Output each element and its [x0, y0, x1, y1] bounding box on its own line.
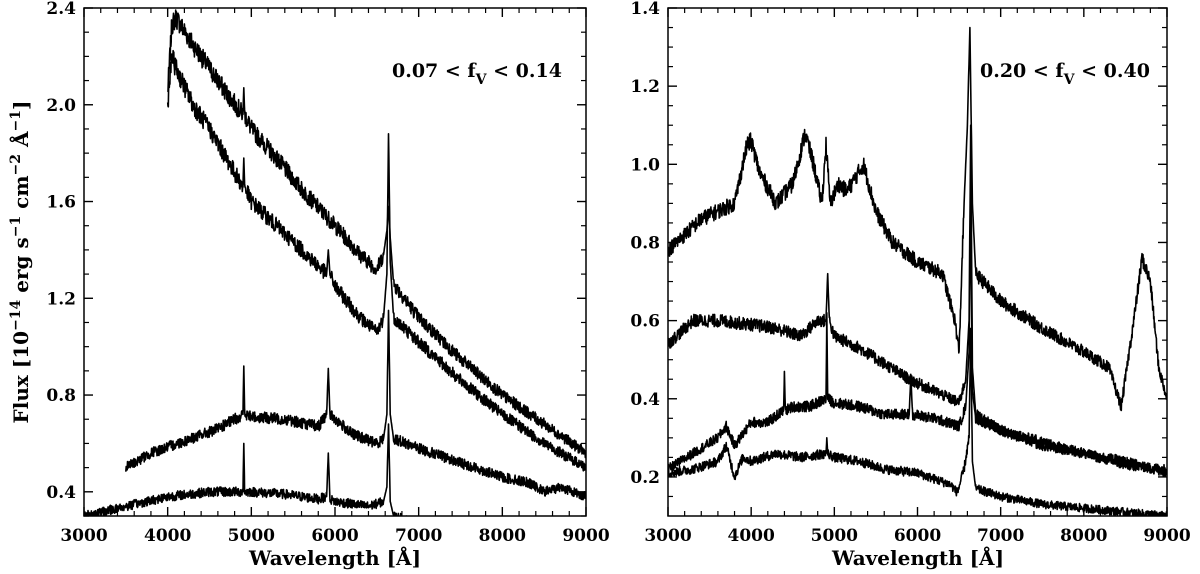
left-x-tick-label: 9000: [562, 526, 609, 546]
left-x-ticks: 3000 4000 5000 6000 7000 8000 9000: [60, 8, 610, 546]
right-series-2: [668, 124, 1167, 477]
right-y-tick-label: 0.2: [630, 468, 660, 488]
left-x-tick-label: 5000: [228, 526, 275, 546]
left-series-4: [84, 423, 408, 516]
left-y-tick-label: 2.4: [46, 0, 76, 19]
right-x-ticks: 3000 4000 5000 6000 7000 8000 9000: [644, 8, 1191, 546]
right-y-tick-label: 1.0: [630, 155, 660, 175]
right-x-tick-label: 8000: [1060, 526, 1107, 546]
left-x-tick-label: 8000: [479, 526, 526, 546]
left-series-3: [125, 309, 586, 501]
left-series-1: [167, 9, 586, 459]
left-x-tick-label: 3000: [60, 526, 107, 546]
right-x-tick-label: 7000: [977, 526, 1024, 546]
left-y-tick-label: 0.4: [46, 483, 76, 503]
right-panel: 3000 4000 5000 6000 7000 8000 9000 0.20.40.60.…: [630, 0, 1190, 570]
left-x-tick-label: 7000: [395, 526, 442, 546]
right-series-1: [668, 26, 1167, 412]
right-x-tick-label: 3000: [644, 526, 691, 546]
right-series-3: [668, 202, 1167, 475]
y-axis-title: Flux [10−14 erg s−1 cm−2 Å−1]: [8, 101, 33, 424]
right-annotation: 0.20 < fV < 0.40: [980, 60, 1150, 88]
left-y-tick-label: 2.0: [46, 96, 76, 116]
right-x-tick-label: 6000: [894, 526, 941, 546]
left-y-ticks: 0.4 0.8 1.2 1.6 2.0 2.4: [46, 0, 586, 517]
left-y-tick-label: 1.2: [46, 289, 76, 309]
left-plot-frame: [83, 7, 587, 517]
left-x-axis-title: Wavelength [Å]: [248, 546, 421, 570]
right-y-tick-label: 1.4: [630, 0, 660, 19]
right-y-tick-label: 0.4: [630, 390, 660, 410]
right-y-tick-label: 0.8: [630, 233, 660, 253]
left-series-group: [84, 9, 586, 516]
right-series-group: [668, 26, 1167, 516]
left-y-tick-label: 1.6: [46, 193, 76, 213]
right-x-tick-label: 4000: [728, 526, 775, 546]
right-y-tick-label: 0.6: [630, 312, 660, 332]
left-x-tick-label: 4000: [144, 526, 191, 546]
right-x-tick-label: 5000: [811, 526, 858, 546]
left-annotation: 0.07 < fV < 0.14: [392, 60, 562, 88]
right-x-tick-label: 9000: [1143, 526, 1190, 546]
left-y-tick-label: 0.8: [46, 386, 76, 406]
right-x-axis-title: Wavelength [Å]: [831, 546, 1004, 570]
left-x-tick-label: 6000: [311, 526, 358, 546]
left-series-2: [166, 49, 586, 472]
right-y-ticks: 0.2 0.4 0.6 0.8 1.0 1.2 1.4: [630, 0, 1167, 498]
right-y-tick-label: 1.2: [630, 77, 660, 97]
left-panel: 3000 4000 5000 6000 7000 8000 9000 0.4 0.8 1.2 1.…: [8, 0, 610, 570]
